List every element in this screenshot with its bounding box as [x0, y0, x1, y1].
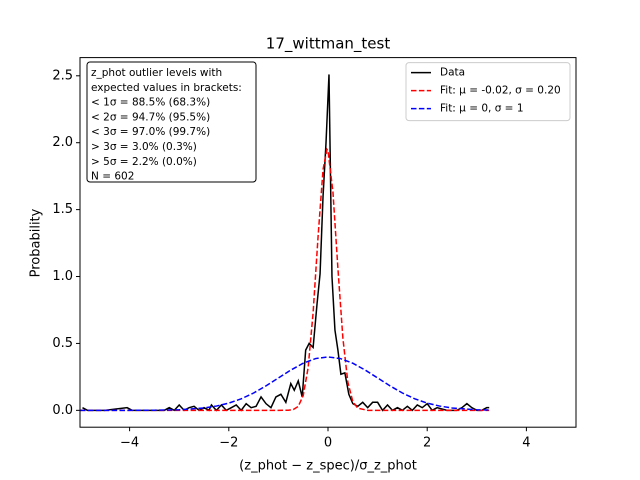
- x-tick-label: 2: [423, 436, 431, 451]
- legend-label: Fit: μ = 0, σ = 1: [440, 103, 524, 115]
- y-tick-label: 1.5: [52, 202, 73, 217]
- chart-title: 17_wittman_test: [266, 35, 391, 54]
- data-line: [80, 147, 490, 412]
- legend-label: Data: [440, 67, 465, 79]
- axes-frame: [79, 57, 577, 428]
- data-line: [82, 74, 490, 412]
- x-tick-label: 0: [324, 436, 332, 451]
- y-tick-label: 0.0: [52, 403, 73, 418]
- annotation-line: z_phot outlier levels with: [91, 67, 222, 79]
- annotation-line: > 5σ = 2.2% (0.0%): [91, 156, 197, 168]
- y-tick-label: 2.0: [52, 135, 73, 150]
- annotation-line: N = 602: [91, 171, 134, 183]
- annotation-line: expected values in brackets:: [91, 82, 242, 94]
- legend-box: [405, 62, 571, 122]
- y-tick-label: 0.5: [52, 336, 73, 351]
- annotation-line: < 1σ = 88.5% (68.3%): [91, 97, 210, 109]
- data-line: [80, 356, 490, 412]
- x-tick-label: −2: [219, 436, 238, 451]
- y-axis-label: Probability: [29, 208, 44, 277]
- x-tick-label: −4: [120, 436, 139, 451]
- x-axis-label: (z_phot − z_spec)/σ_z_phot: [239, 459, 417, 474]
- legend-label: Fit: μ = -0.02, σ = 0.20: [440, 85, 561, 97]
- y-tick-label: 2.5: [52, 68, 73, 83]
- x-tick-label: 4: [522, 436, 530, 451]
- annotation-line: < 2σ = 94.7% (95.5%): [91, 111, 210, 123]
- annotation-box: [86, 61, 257, 183]
- annotation-line: > 3σ = 3.0% (0.3%): [91, 141, 197, 153]
- y-tick-label: 1.0: [52, 269, 73, 284]
- annotation-line: < 3σ = 97.0% (99.7%): [91, 126, 210, 138]
